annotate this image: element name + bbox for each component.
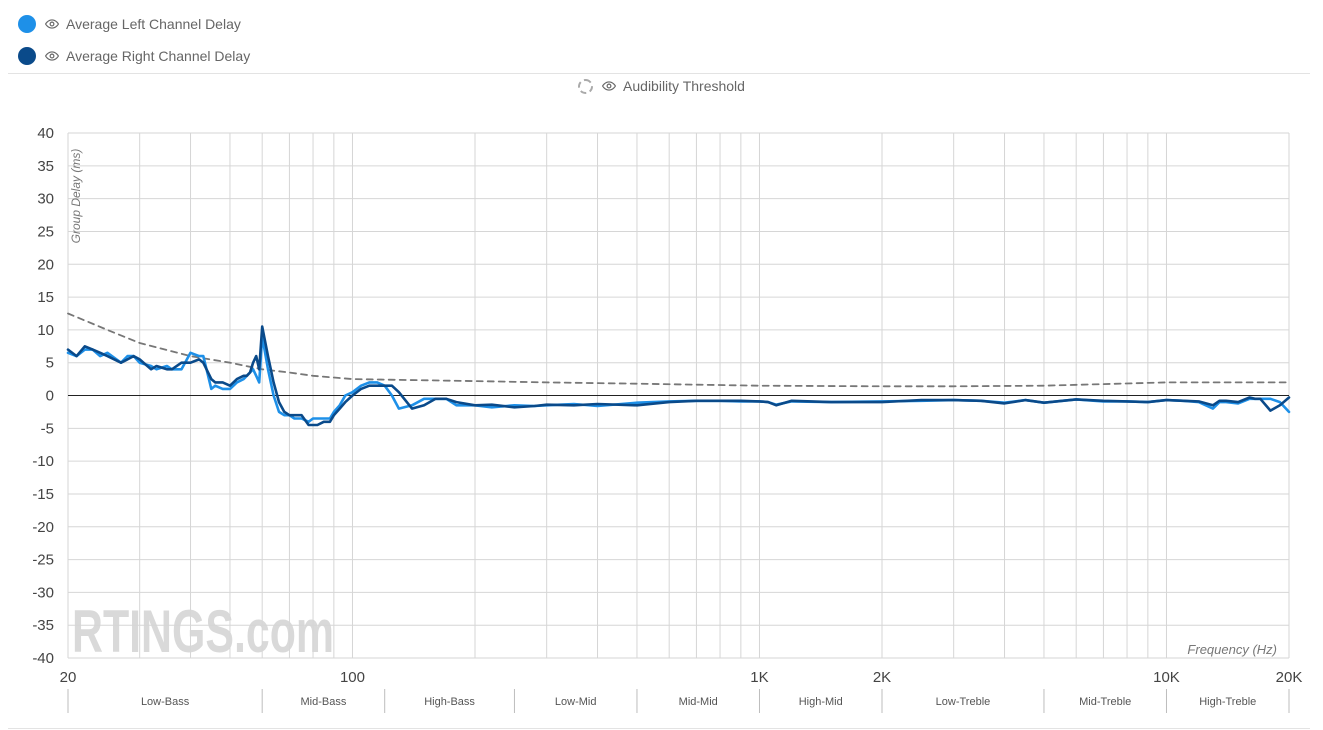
y-tick-label: -40	[32, 650, 54, 667]
series-lines	[66, 312, 1291, 427]
band-label: Mid-Treble	[1079, 696, 1131, 708]
x-tick-label: 1K	[750, 669, 768, 686]
legend-divider	[8, 73, 1310, 74]
band-label: High-Mid	[799, 696, 843, 708]
eye-icon[interactable]	[45, 49, 59, 63]
y-tick-label: -5	[41, 420, 54, 437]
x-tick-label: 10K	[1153, 669, 1180, 686]
x-tick-label: 20K	[1276, 669, 1303, 686]
y-axis-label: Group Delay (ms)	[69, 149, 83, 244]
legend-item-threshold[interactable]: Audibility Threshold	[0, 78, 1323, 94]
band-label: Low-Bass	[141, 696, 190, 708]
legend-label-left-channel: Average Left Channel Delay	[66, 16, 241, 32]
y-tick-label: 35	[37, 158, 54, 175]
watermark: RTINGS.com	[72, 598, 334, 665]
y-tick-label: 0	[46, 388, 54, 405]
legend-item-right-channel[interactable]: Average Right Channel Delay	[18, 40, 250, 72]
y-tick-label: -20	[32, 519, 54, 536]
legend-label-right-channel: Average Right Channel Delay	[66, 48, 251, 64]
y-tick-label: -10	[32, 453, 54, 470]
y-tick-label: 30	[37, 191, 54, 208]
y-tick-label: 25	[37, 223, 54, 240]
legend-item-left-channel[interactable]: Average Left Channel Delay	[18, 8, 250, 40]
band-label: Low-Treble	[936, 696, 991, 708]
eye-icon[interactable]	[602, 79, 617, 93]
y-tick-label: 20	[37, 256, 54, 273]
y-tick-label: 5	[46, 355, 54, 372]
band-label: High-Treble	[1199, 696, 1256, 708]
threshold-swatch	[578, 78, 594, 94]
left-channel-swatch	[18, 15, 36, 33]
x-axis-label: Frequency (Hz)	[1187, 642, 1277, 657]
threshold-line	[67, 312, 1290, 388]
legend: Average Left Channel Delay Average Right…	[18, 8, 250, 72]
frequency-bands: Low-Bass Mid-Bass High-Bass Low-Mid Mid-Mid H…	[67, 689, 1290, 713]
band-label: High-Bass	[424, 696, 475, 708]
y-tick-label: -15	[32, 486, 54, 503]
y-tick-label: -35	[32, 617, 54, 634]
right-channel-line	[66, 325, 1291, 427]
x-tick-label: 100	[340, 669, 365, 686]
grid	[67, 132, 1290, 659]
x-tick-label: 2K	[873, 669, 891, 686]
right-channel-swatch	[18, 47, 36, 65]
y-tick-label: -30	[32, 584, 54, 601]
y-axis-ticks: 40 35 30 25 20 15 10 5 0 -5 -10 -15 -20 -25 -30 -35 -40	[32, 125, 54, 667]
band-label: Mid-Mid	[679, 696, 718, 708]
y-tick-label: 10	[37, 322, 54, 339]
y-tick-label: 15	[37, 289, 54, 306]
y-tick-label: 40	[37, 125, 54, 142]
band-label: Low-Mid	[555, 696, 597, 708]
left-channel-line	[66, 335, 1291, 424]
y-tick-label: -25	[32, 552, 54, 569]
threshold-label: Audibility Threshold	[623, 78, 745, 94]
eye-icon[interactable]	[45, 17, 59, 31]
bottom-divider	[8, 728, 1310, 729]
band-label: Mid-Bass	[301, 696, 347, 708]
x-tick-label: 20	[60, 669, 77, 686]
x-axis-ticks: 20 100 1K 2K 10K 20K	[60, 669, 1303, 686]
